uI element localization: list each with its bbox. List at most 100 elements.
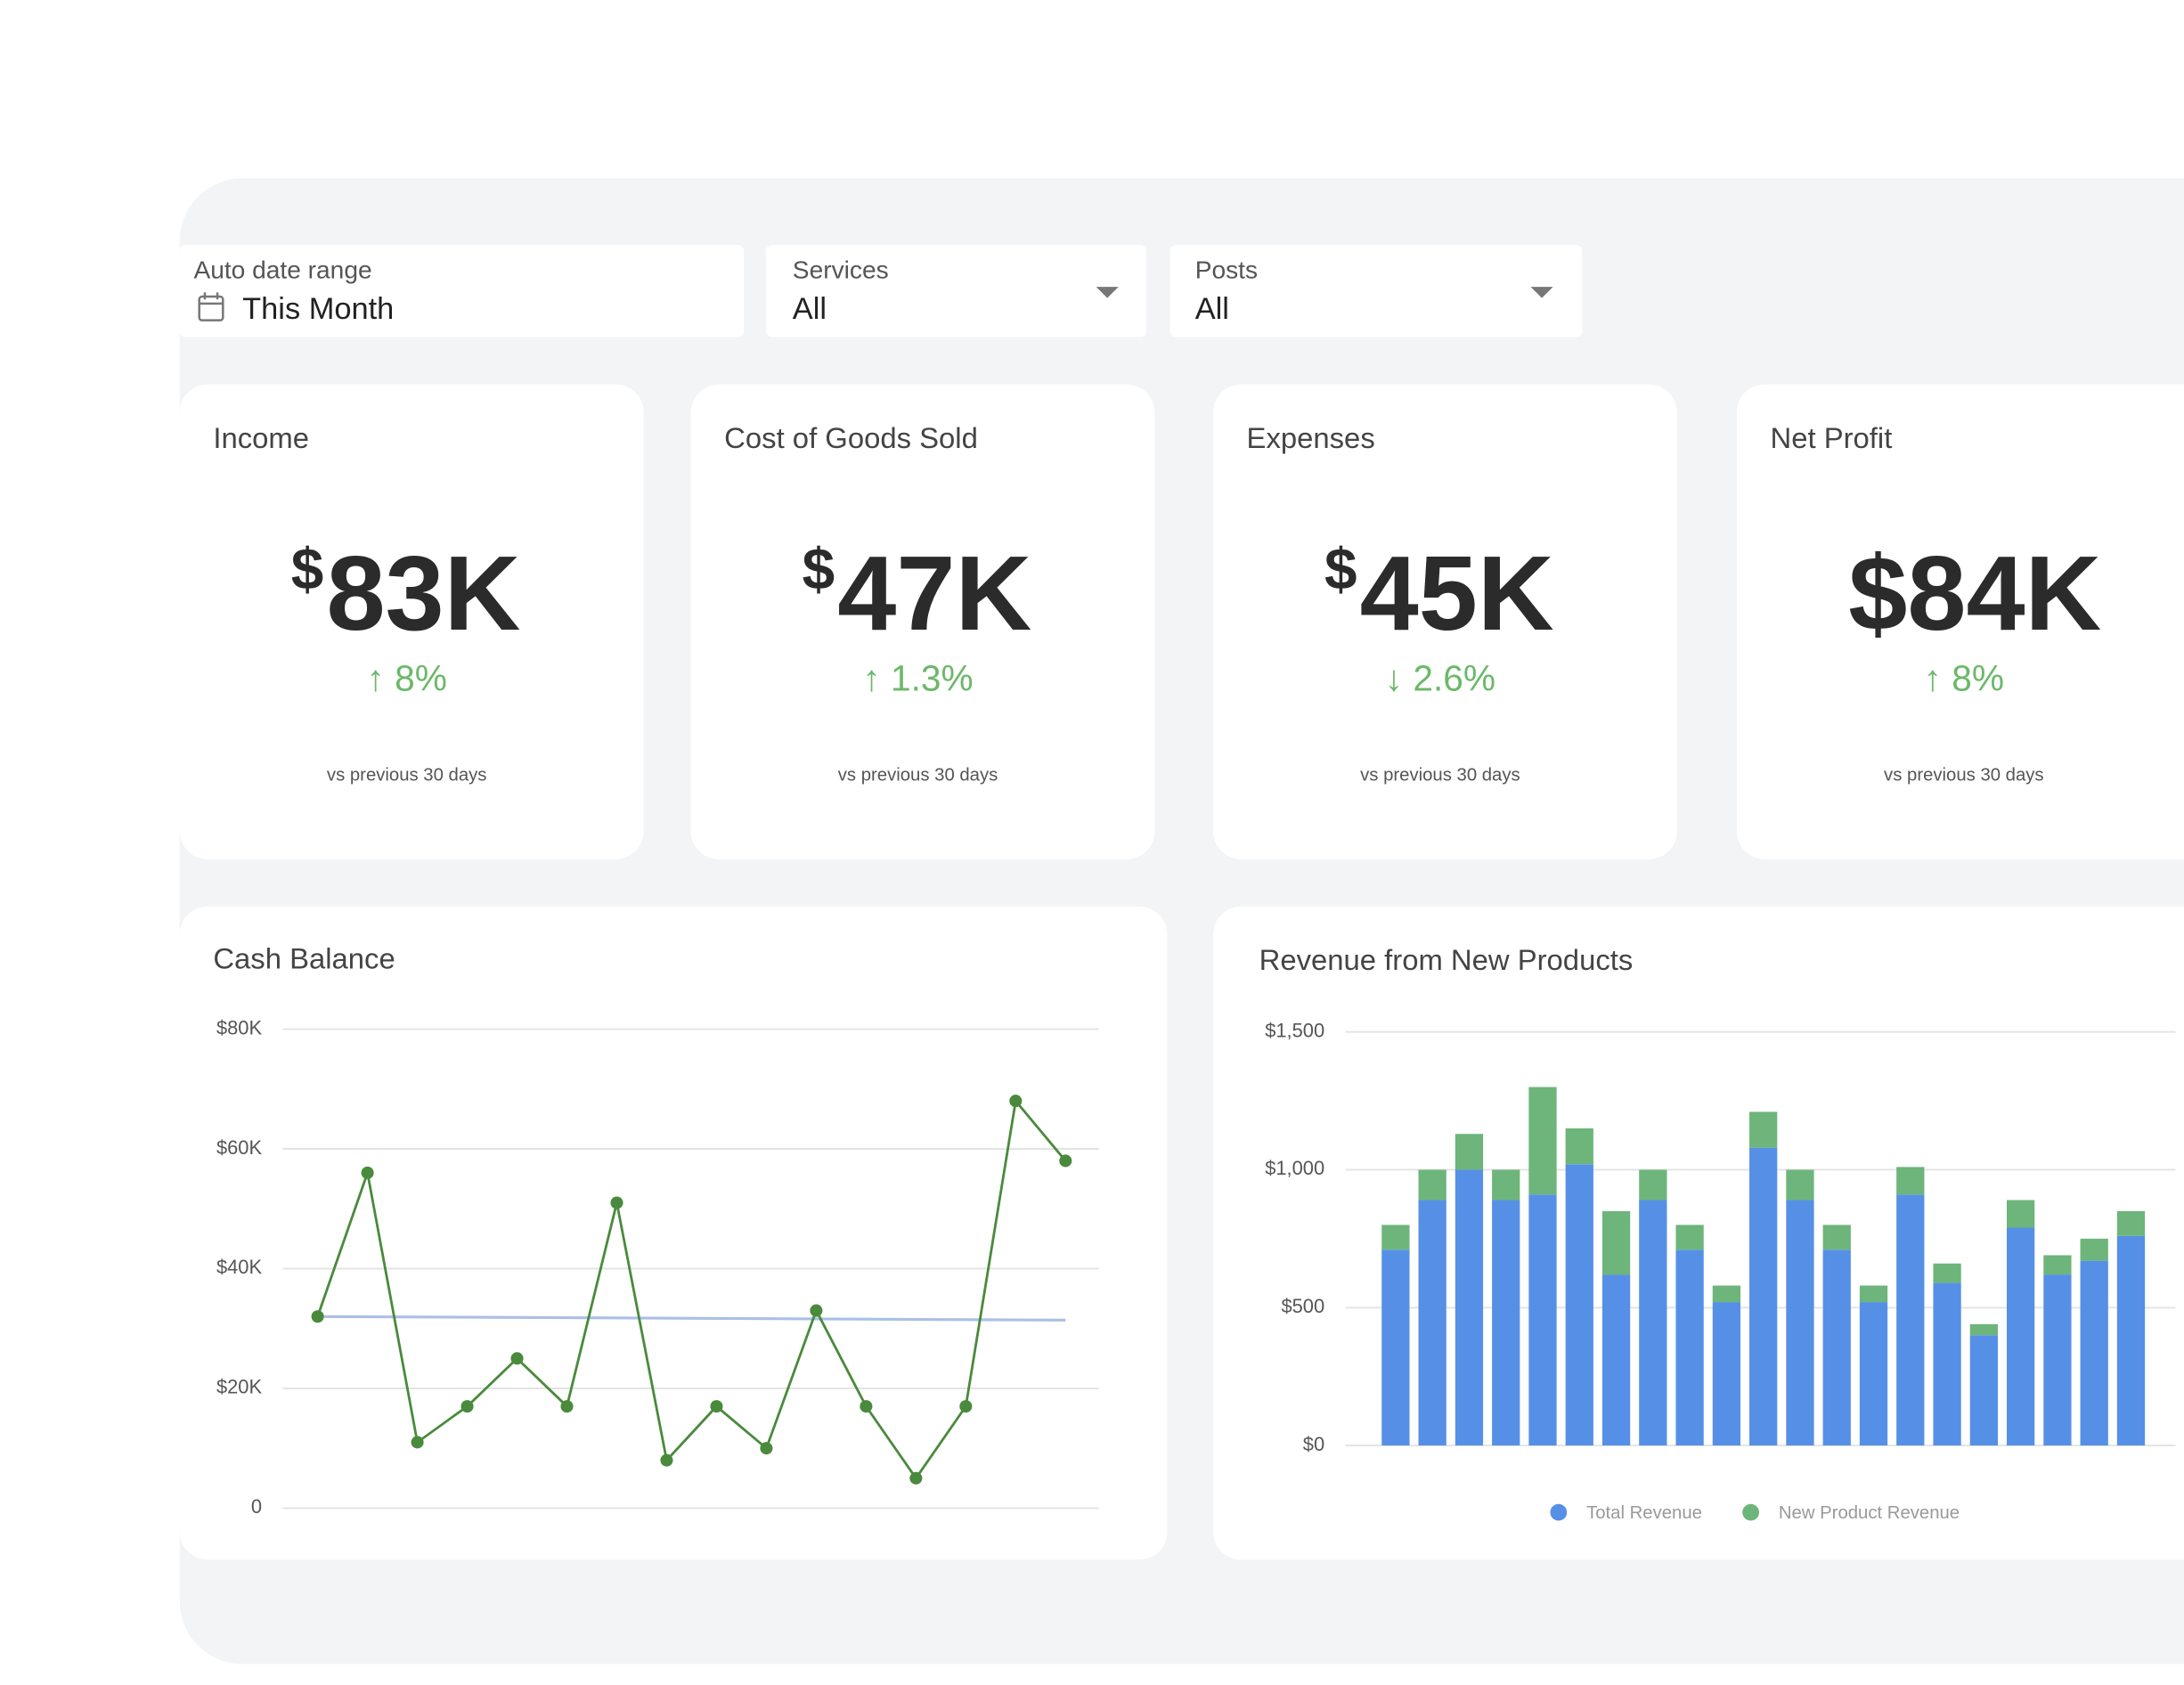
bar xyxy=(1896,1194,1925,1446)
filter-value: All xyxy=(793,292,827,326)
bar xyxy=(2116,1210,2146,1236)
posts-filter[interactable] xyxy=(1169,245,1583,338)
services-filter[interactable] xyxy=(766,245,1146,338)
bar xyxy=(2116,1235,2146,1446)
y-tick-label: $1,500 xyxy=(1265,1019,1324,1041)
bar xyxy=(1822,1250,1851,1446)
kpi-note: vs previous 30 days xyxy=(1884,765,2044,785)
kpi-value: 47K xyxy=(837,534,1031,653)
kpi-change: ↑ 8% xyxy=(367,657,447,698)
kpi-prefix: $ xyxy=(1324,537,1357,602)
point xyxy=(1059,1154,1072,1168)
bar xyxy=(1601,1274,1631,1446)
bar xyxy=(1601,1210,1631,1275)
point xyxy=(610,1196,623,1209)
bar xyxy=(1675,1225,1704,1250)
kpi-prefix: $ xyxy=(803,537,835,602)
point xyxy=(860,1400,873,1413)
point xyxy=(560,1400,574,1413)
trend-line xyxy=(317,1315,1066,1322)
point xyxy=(1009,1095,1023,1108)
bar xyxy=(2080,1238,2108,1261)
legend-label: Total Revenue xyxy=(1586,1503,1702,1523)
y-tick-label: $20K xyxy=(216,1376,262,1398)
point xyxy=(660,1453,673,1467)
bar xyxy=(2043,1274,2072,1446)
filter-label: Services xyxy=(793,256,889,283)
dropdown-caret xyxy=(1096,287,1119,298)
bar xyxy=(1933,1282,1961,1446)
bar xyxy=(1492,1200,1520,1446)
legend-marker xyxy=(1742,1503,1759,1521)
kpi-title: Expenses xyxy=(1247,421,1375,454)
y-tick-label: $1,000 xyxy=(1265,1157,1324,1179)
bar xyxy=(1455,1169,1484,1446)
bar xyxy=(1969,1323,1998,1336)
bar xyxy=(2006,1200,2035,1228)
kpi-change: ↑ 1.3% xyxy=(862,657,973,698)
filter-label: Auto date range xyxy=(193,256,371,283)
y-tick-label: $0 xyxy=(1303,1433,1324,1455)
bar xyxy=(1418,1200,1446,1446)
bar xyxy=(1675,1250,1704,1446)
kpi-card xyxy=(690,384,1155,859)
bar xyxy=(1455,1134,1484,1170)
bar xyxy=(2006,1227,2035,1446)
y-tick-label: $40K xyxy=(216,1256,262,1278)
bar xyxy=(1822,1225,1851,1250)
legend-marker xyxy=(1550,1503,1568,1521)
bar xyxy=(1492,1169,1520,1201)
y-tick-label: 0 xyxy=(251,1495,262,1518)
bar xyxy=(1418,1169,1446,1201)
kpi-title: Income xyxy=(213,421,309,454)
bar xyxy=(1712,1302,1741,1446)
filter-value: This Month xyxy=(242,292,394,326)
bar xyxy=(1528,1194,1557,1446)
legend-label: New Product Revenue xyxy=(1779,1503,1960,1523)
bar xyxy=(1381,1250,1410,1446)
dropdown-caret xyxy=(1530,287,1553,298)
bar xyxy=(2043,1255,2072,1275)
filter-value: All xyxy=(1195,292,1229,326)
bar xyxy=(1639,1200,1667,1446)
filter-label: Posts xyxy=(1195,256,1258,283)
chart-card xyxy=(179,906,1168,1560)
bar xyxy=(1896,1167,1925,1195)
bar xyxy=(1749,1147,1778,1446)
point xyxy=(909,1471,923,1485)
kpi-change: ↑ 8% xyxy=(1924,657,2004,698)
kpi-note: vs previous 30 days xyxy=(1360,765,1520,785)
point xyxy=(411,1436,424,1449)
point xyxy=(510,1352,524,1365)
kpi-change: ↓ 2.6% xyxy=(1385,657,1495,698)
kpi-title: Net Profit xyxy=(1770,421,1892,454)
bar xyxy=(1639,1169,1667,1201)
bar xyxy=(1859,1285,1888,1303)
kpi-value: $84K xyxy=(1848,534,2101,653)
bar xyxy=(1565,1164,1593,1446)
bar xyxy=(1712,1285,1741,1303)
y-tick-label: $80K xyxy=(216,1016,262,1038)
bar xyxy=(1786,1169,1814,1201)
kpi-card xyxy=(179,384,644,859)
point xyxy=(710,1400,723,1413)
bar xyxy=(1933,1263,1961,1283)
chart-title: Revenue from New Products xyxy=(1259,943,1634,976)
kpi-value: 83K xyxy=(326,534,520,653)
calendar-icon xyxy=(198,292,224,322)
bar xyxy=(1859,1302,1888,1446)
chart-title: Cash Balance xyxy=(213,942,395,975)
bar xyxy=(1749,1111,1778,1148)
point xyxy=(311,1310,324,1323)
date-filter[interactable] xyxy=(179,245,745,338)
bar xyxy=(1969,1335,1998,1446)
kpi-value: 45K xyxy=(1360,534,1554,653)
point xyxy=(460,1400,474,1413)
bar xyxy=(1786,1200,1814,1446)
y-tick-label: $500 xyxy=(1281,1295,1324,1317)
bar xyxy=(1565,1128,1593,1165)
kpi-card xyxy=(1736,384,2184,859)
bar xyxy=(1381,1225,1410,1250)
point xyxy=(959,1400,973,1413)
